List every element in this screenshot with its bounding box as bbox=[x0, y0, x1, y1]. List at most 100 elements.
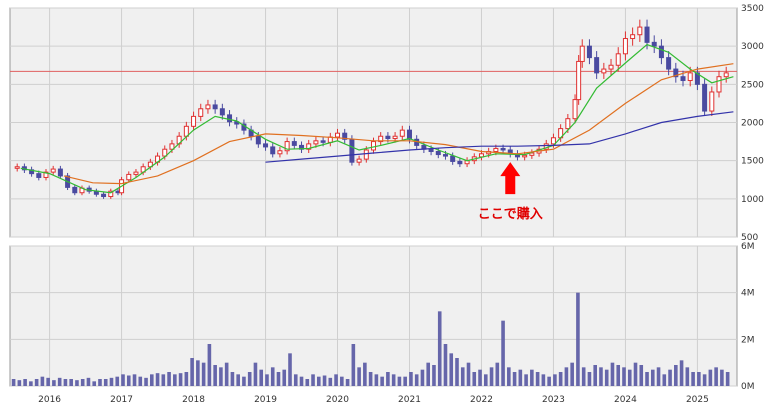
candle-body bbox=[601, 68, 607, 74]
candle-body bbox=[313, 140, 319, 145]
volume-bar bbox=[328, 377, 333, 386]
price-tick-label: 3000 bbox=[741, 42, 764, 52]
volume-bar bbox=[357, 367, 361, 386]
candle-body bbox=[622, 38, 628, 55]
candle-body bbox=[392, 135, 398, 140]
volume-bar bbox=[219, 367, 223, 386]
volume-bar bbox=[443, 344, 448, 386]
candle-body bbox=[428, 148, 434, 153]
volume-bar bbox=[570, 362, 574, 386]
volume-bar bbox=[489, 367, 494, 386]
volume-bar bbox=[299, 376, 304, 386]
annotation-arrow bbox=[500, 162, 521, 195]
price-tick-label: 500 bbox=[741, 233, 758, 243]
volume-bar bbox=[512, 372, 517, 386]
volume-bar bbox=[57, 377, 62, 386]
volume-bar bbox=[708, 369, 713, 386]
volume-bar bbox=[674, 365, 678, 386]
candle-body bbox=[342, 132, 348, 140]
volume-bar bbox=[530, 369, 534, 386]
volume-bar bbox=[75, 380, 79, 386]
volume-bar bbox=[507, 367, 511, 386]
volume-bar bbox=[720, 369, 724, 386]
volume-bar bbox=[472, 372, 477, 386]
volume-bar bbox=[242, 376, 246, 386]
moving-average-ma-short bbox=[20, 43, 734, 194]
price-tick-label: 1000 bbox=[741, 195, 764, 205]
candle-body bbox=[572, 99, 578, 120]
candle-body bbox=[385, 135, 391, 140]
volume-bar bbox=[627, 369, 632, 386]
volume-bar bbox=[685, 367, 690, 386]
volume-bar bbox=[495, 362, 500, 386]
candle-body bbox=[673, 68, 679, 78]
volume-bar bbox=[403, 376, 407, 386]
volume-bar bbox=[86, 377, 91, 386]
candle-body bbox=[284, 141, 290, 152]
candle-body bbox=[349, 138, 355, 163]
candle-body bbox=[363, 149, 369, 160]
volume-bar bbox=[668, 369, 672, 386]
volume-bar bbox=[622, 367, 626, 386]
candle-body bbox=[399, 129, 405, 137]
candle-body bbox=[198, 108, 204, 117]
volume-bar bbox=[282, 369, 287, 386]
candle-body bbox=[522, 154, 528, 158]
x-tick-label: 2024 bbox=[614, 395, 637, 405]
candle-body bbox=[644, 26, 650, 43]
volume-bar bbox=[386, 372, 390, 386]
candle-body bbox=[651, 41, 657, 47]
volume-bar bbox=[679, 360, 684, 386]
candle-body bbox=[442, 154, 448, 157]
volume-bar bbox=[52, 380, 56, 386]
x-tick-label: 2017 bbox=[110, 395, 133, 405]
candle-body bbox=[378, 135, 384, 143]
volume-bar bbox=[184, 372, 189, 386]
volume-bar bbox=[587, 372, 592, 386]
volume-bar bbox=[414, 374, 419, 386]
volume-bar bbox=[115, 376, 120, 386]
volume-bar bbox=[466, 362, 471, 386]
volume-bar bbox=[725, 372, 730, 386]
candle-body bbox=[335, 132, 341, 138]
volume-bar bbox=[103, 379, 108, 386]
volume-bar bbox=[368, 372, 373, 386]
volume-bar bbox=[270, 367, 275, 386]
x-tick-label: 2018 bbox=[182, 395, 205, 405]
volume-bar bbox=[247, 372, 252, 386]
volume-panel: 0M 2M 4M 6M bbox=[9, 242, 755, 392]
candle-body bbox=[320, 140, 326, 143]
volume-bar bbox=[126, 375, 131, 386]
volume-bar bbox=[230, 372, 235, 386]
candle-body bbox=[291, 141, 297, 146]
volume-bar bbox=[374, 374, 379, 386]
x-tick-label: 2021 bbox=[398, 395, 421, 405]
price-tick-label: 1500 bbox=[741, 157, 764, 167]
volume-bar bbox=[121, 374, 125, 386]
price-tick-label: 3500 bbox=[741, 4, 764, 14]
volume-bar bbox=[599, 367, 603, 386]
volume-bar bbox=[276, 372, 281, 386]
candle-body bbox=[212, 104, 218, 110]
volume-bar bbox=[564, 367, 569, 386]
volume-bar bbox=[501, 320, 505, 386]
candle-body bbox=[630, 34, 636, 40]
volume-tick-label: 6M bbox=[741, 242, 755, 252]
volume-bar bbox=[455, 358, 459, 386]
volume-bar bbox=[581, 367, 586, 386]
volume-bar bbox=[449, 353, 454, 386]
candle-body bbox=[680, 76, 686, 82]
volume-bar bbox=[40, 376, 45, 386]
candle-body bbox=[108, 190, 114, 198]
volume-bar bbox=[535, 372, 540, 386]
candle-body bbox=[723, 72, 729, 78]
volume-bar bbox=[109, 377, 114, 386]
volume-bar bbox=[322, 375, 327, 386]
volume-tick-label: 0M bbox=[741, 382, 755, 392]
candle-body bbox=[529, 152, 535, 156]
volume-bar bbox=[138, 376, 143, 386]
volume-bar bbox=[397, 376, 402, 386]
volume-bar bbox=[340, 376, 344, 386]
volume-bar bbox=[639, 365, 644, 386]
